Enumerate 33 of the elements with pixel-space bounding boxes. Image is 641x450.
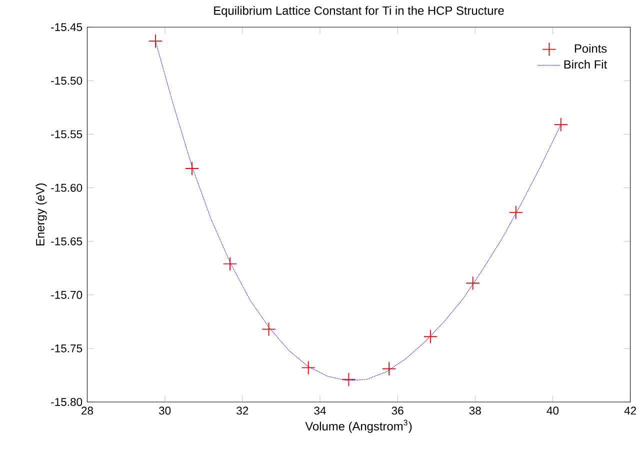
legend-label: Points xyxy=(574,44,607,53)
point xyxy=(342,372,356,386)
point xyxy=(148,34,163,48)
point xyxy=(554,117,568,132)
y-tick-label: -15.80 xyxy=(51,398,82,406)
x-tick-label: 42 xyxy=(624,406,636,414)
x-tick-label: 30 xyxy=(158,406,171,414)
y-axis-title: Energy (eV) xyxy=(36,183,47,246)
y-tick-label: -15.65 xyxy=(51,237,82,246)
chart-title: Equilibrium Lattice Constant for Ti in the HCP Structure xyxy=(214,6,504,18)
point xyxy=(423,329,438,344)
line-series xyxy=(155,40,562,381)
point xyxy=(382,362,396,376)
y-tick-label: -15.75 xyxy=(51,344,82,352)
y-tick-label: -15.55 xyxy=(51,130,82,138)
x-axis-title: Volume (Angstrom$^{3}$) xyxy=(305,420,412,433)
y-tick-label: -15.50 xyxy=(51,76,82,85)
point xyxy=(301,360,316,375)
x-tick-label: 34 xyxy=(314,406,326,414)
point xyxy=(466,276,480,290)
y-tick-label: -15.60 xyxy=(51,184,82,192)
x-tick-label: 40 xyxy=(546,406,559,414)
x-tick-label: 32 xyxy=(236,406,248,414)
x-tick-label: 28 xyxy=(82,406,94,414)
point xyxy=(262,322,276,336)
point xyxy=(508,205,523,220)
point xyxy=(222,256,238,271)
y-tick-label: -15.45 xyxy=(51,23,82,31)
legend-label: Birch Fit xyxy=(564,60,608,69)
point xyxy=(184,161,200,176)
y-tick-label: -15.70 xyxy=(51,290,82,299)
x-tick-label: 36 xyxy=(392,406,404,414)
x-tick-label: 38 xyxy=(469,406,481,414)
